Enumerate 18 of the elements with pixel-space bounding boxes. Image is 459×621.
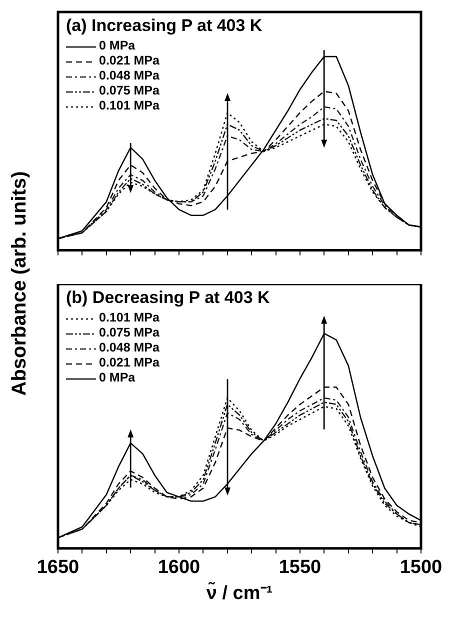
legend-label: 0.021 MPa [99, 356, 161, 370]
y-axis-title: Absorbance (arb. units) [8, 170, 32, 396]
x-tick-label: 1650 [36, 557, 80, 578]
legend-label: 0.101 MPa [99, 310, 161, 325]
legend-label: 0.048 MPa [99, 68, 161, 83]
x-tick-label: 1500 [400, 557, 442, 578]
legend-label: 0.101 MPa [99, 98, 161, 113]
chart-title: (b) Decreasing P at 403 K [66, 288, 270, 308]
legend-label: 0.021 MPa [99, 54, 161, 68]
x-axis-title: ν̃ / cm⁻¹ [206, 580, 273, 604]
x-tick-label: 1550 [278, 557, 322, 578]
legend-label: 0.048 MPa [99, 340, 161, 355]
chart-title: (a) Increasing P at 403 K [66, 16, 263, 36]
legend-label: 0.075 MPa [99, 84, 161, 98]
x-tick-label: 1600 [158, 557, 200, 578]
legend-label: 0.075 MPa [99, 326, 161, 340]
legend-label: 0 MPa [99, 38, 136, 53]
legend-label: 0 MPa [99, 370, 136, 385]
